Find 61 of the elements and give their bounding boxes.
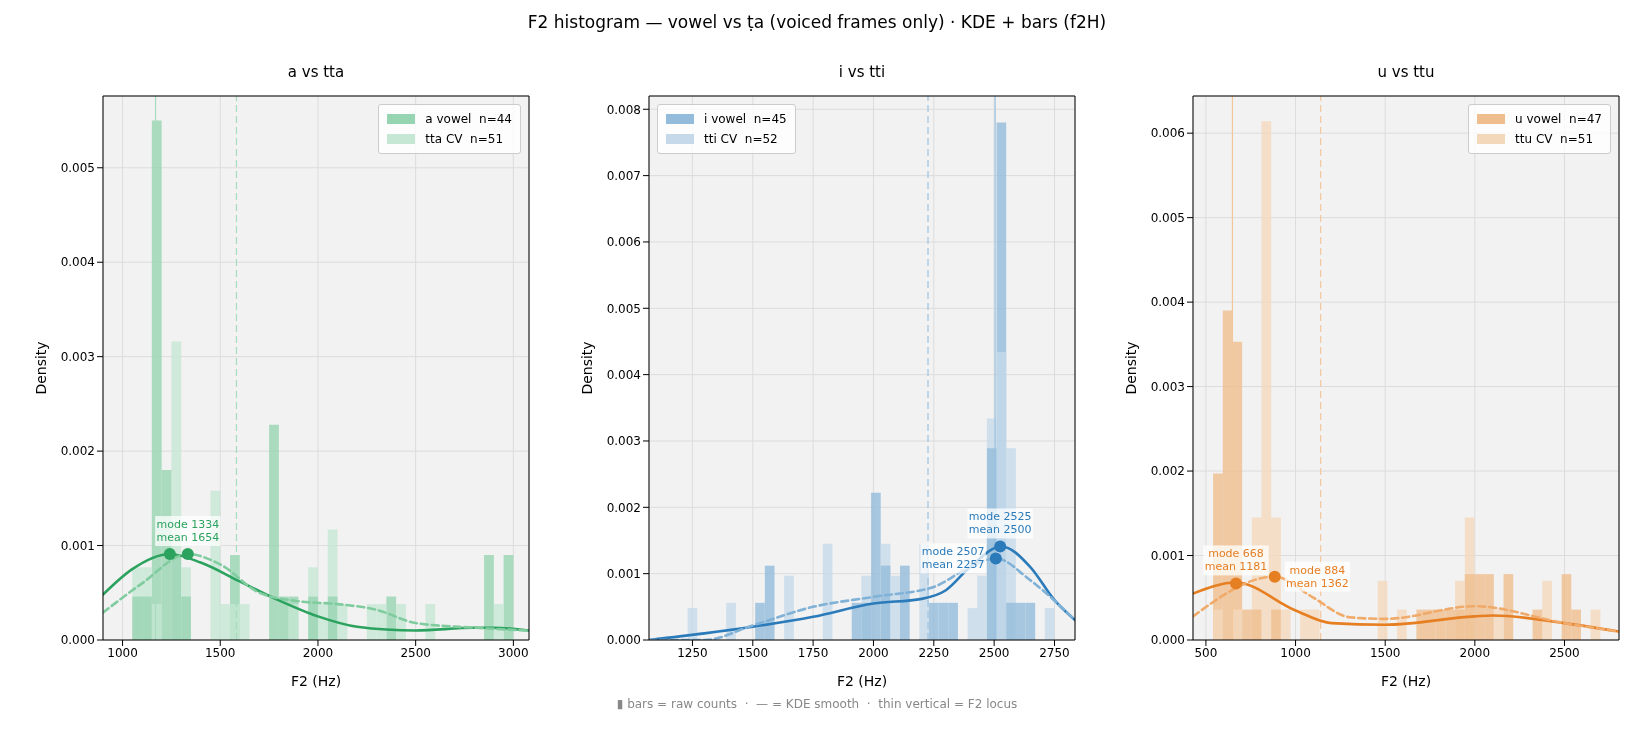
x-tick-label: 2750 <box>1039 645 1070 660</box>
x-axis-title: F2 (Hz) <box>836 673 888 689</box>
x-tick-label: 1000 <box>107 645 138 660</box>
y-axis-title: Density <box>32 341 49 395</box>
x-tick-label: 1500 <box>1369 645 1401 660</box>
y-tick-label: 0.004 <box>60 255 95 270</box>
y-axis-title: Density <box>578 341 595 395</box>
y-tick-label: 0.002 <box>1150 464 1185 479</box>
y-tick-label: 0.000 <box>606 633 641 648</box>
y-tick-label: 0.005 <box>60 161 95 176</box>
chart-title: a vs tta <box>286 63 346 81</box>
chart-title: i vs tti <box>837 63 887 81</box>
y-tick-label: 0.006 <box>1150 126 1185 141</box>
x-tick-label: 1500 <box>204 645 236 660</box>
y-tick-label: 0.003 <box>1150 379 1185 394</box>
y-tick-label: 0.004 <box>1150 295 1185 310</box>
x-tick-label: 2000 <box>302 645 334 660</box>
y-axis-title: Density <box>1122 341 1139 395</box>
y-tick-label: 0.002 <box>606 500 641 515</box>
legend-label: a vowel n=44 <box>425 111 512 128</box>
y-tick-label: 0.008 <box>606 102 641 117</box>
legend-label: tta CV n=51 <box>425 131 504 148</box>
y-tick-label: 0.005 <box>1150 210 1185 225</box>
x-tick-label: 1750 <box>797 645 829 660</box>
text: ▮ bars = raw counts · — = KDE smooth · thin vertical = F2 locus <box>615 697 1019 711</box>
annotation: mode 884 mean 1362 <box>1286 563 1349 590</box>
y-tick-label: 0.001 <box>1150 548 1185 563</box>
x-tick-label: 2000 <box>858 645 889 660</box>
x-axis-title: F2 (Hz) <box>290 673 342 689</box>
y-tick-label: 0.001 <box>606 566 641 581</box>
legend-label: ttu CV n=51 <box>1515 131 1594 148</box>
y-tick-label: 0.000 <box>60 633 95 648</box>
y-tick-label: 0.001 <box>60 538 95 553</box>
x-tick-label: 1000 <box>1280 645 1311 660</box>
x-tick-label: 2500 <box>400 645 431 660</box>
x-axis-title: F2 (Hz) <box>1380 673 1432 689</box>
y-tick-label: 0.005 <box>606 301 641 316</box>
chart-title: u vs ttu <box>1376 63 1436 81</box>
x-tick-label: 2500 <box>1549 645 1580 660</box>
y-tick-label: 0.003 <box>60 349 95 364</box>
annotation: mode 2507 mean 2257 <box>921 545 985 572</box>
x-tick-label: 2000 <box>1459 645 1491 660</box>
annotation: mode 2525 mean 2500 <box>968 510 1032 537</box>
x-tick-label: 2250 <box>918 645 950 660</box>
y-tick-label: 0.003 <box>606 434 641 449</box>
y-tick-label: 0.006 <box>606 235 641 250</box>
y-tick-label: 0.000 <box>1150 633 1185 648</box>
text: F2 histogram — vowel vs ṭa (voiced frames only) · KDE + bars (f2H) <box>526 12 1108 32</box>
annotation: mode 668 mean 1181 <box>1204 547 1268 574</box>
x-tick-label: 2500 <box>978 645 1010 660</box>
x-tick-label: 500 <box>1194 645 1218 660</box>
y-tick-label: 0.002 <box>60 444 95 459</box>
annotation: mode 1334 mean 1654 <box>156 518 220 545</box>
x-tick-label: 1500 <box>737 645 769 660</box>
y-tick-label: 0.004 <box>606 367 641 382</box>
x-tick-label: 1250 <box>677 645 708 660</box>
x-tick-label: 3000 <box>498 645 529 660</box>
y-tick-label: 0.007 <box>606 168 641 183</box>
legend-label: tti CV n=52 <box>704 131 778 148</box>
legend-label: i vowel n=45 <box>704 111 787 128</box>
legend-label: u vowel n=47 <box>1515 111 1602 128</box>
